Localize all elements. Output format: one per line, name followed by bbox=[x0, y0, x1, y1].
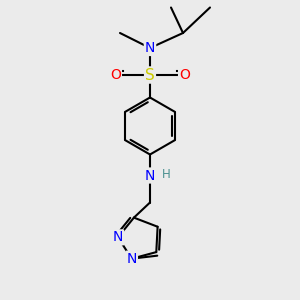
Text: N: N bbox=[113, 230, 123, 244]
Text: N: N bbox=[145, 41, 155, 55]
Text: N: N bbox=[145, 169, 155, 182]
Text: O: O bbox=[179, 68, 190, 82]
Text: O: O bbox=[110, 68, 121, 82]
Text: H: H bbox=[162, 167, 171, 181]
Text: S: S bbox=[145, 68, 155, 82]
Text: N: N bbox=[127, 252, 137, 266]
